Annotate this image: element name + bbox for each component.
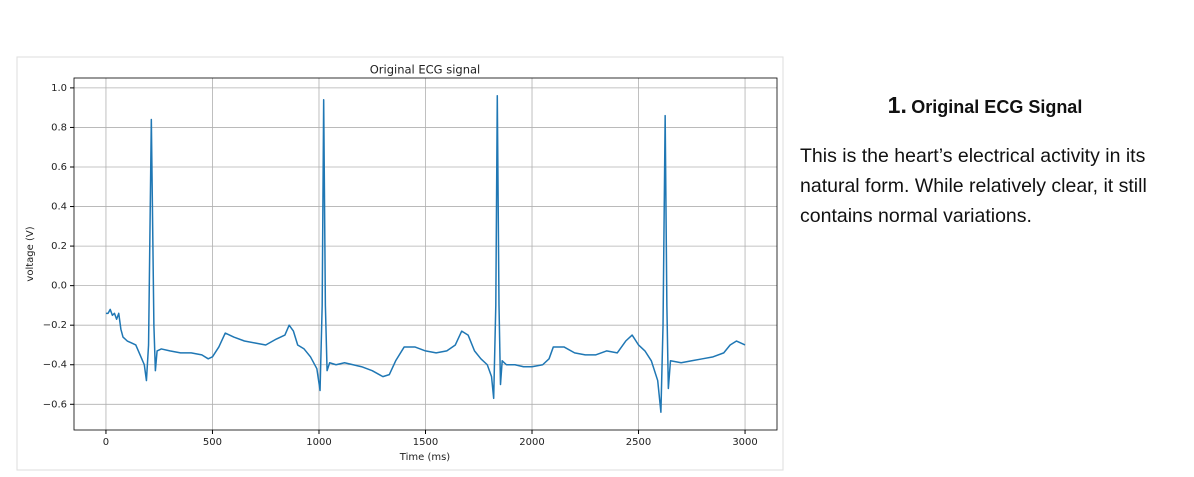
x-tick-label: 2000	[519, 437, 544, 448]
heading-text: Original ECG Signal	[911, 97, 1083, 117]
y-tick-label: 0.2	[51, 241, 67, 252]
y-tick-label: 0.6	[51, 162, 67, 173]
y-tick-label: 0.0	[51, 281, 67, 292]
signal-line	[105, 95, 746, 413]
y-tick-label: −0.6	[43, 399, 67, 410]
y-tick-label: 1.0	[51, 83, 67, 94]
y-tick-label: −0.4	[43, 360, 67, 371]
chart: Original ECG signal Time (ms) voltage (V…	[16, 56, 784, 471]
heading-number: 1.	[887, 92, 907, 118]
x-tick-label: 1500	[413, 437, 438, 448]
y-axis-label: voltage (V)	[25, 226, 36, 281]
plot-frame	[73, 77, 778, 431]
x-tick-label: 0	[103, 437, 109, 448]
y-tick-label: 0.8	[51, 122, 67, 133]
chart-title: Original ECG signal	[370, 63, 481, 77]
x-axis-label: Time (ms)	[399, 452, 451, 463]
x-tick-label: 1000	[306, 437, 331, 448]
figure-frame	[16, 56, 784, 471]
x-tick-label: 2500	[626, 437, 651, 448]
body-text: This is the heart’s electrical activity …	[800, 145, 1147, 227]
x-tick-label: 500	[203, 437, 222, 448]
x-tick-label: 3000	[732, 437, 757, 448]
text-panel: 1. Original ECG Signal This is the heart…	[800, 92, 1150, 231]
y-tick-label: 0.4	[51, 202, 67, 213]
heading: 1. Original ECG Signal	[820, 92, 1150, 119]
y-tick-label: −0.2	[43, 320, 67, 331]
